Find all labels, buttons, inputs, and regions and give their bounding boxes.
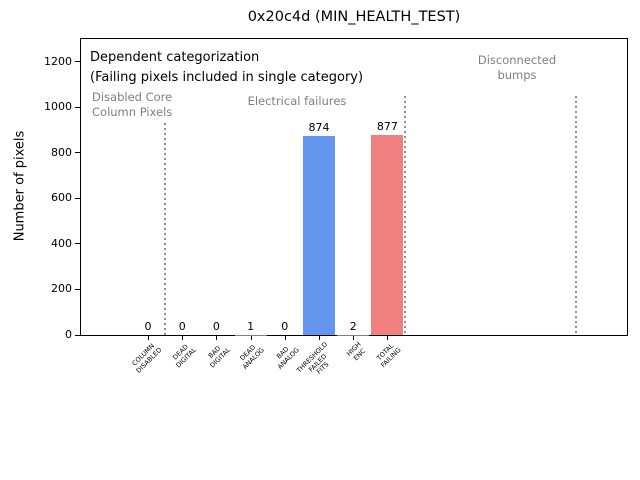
y-tick-label: 1000 bbox=[44, 100, 72, 114]
bar-value-label-dead-digital: 0 bbox=[178, 320, 186, 333]
x-tick-mark bbox=[319, 336, 320, 340]
bar-value-label-column-disabled: 0 bbox=[144, 320, 152, 333]
region-separator-line bbox=[164, 123, 167, 335]
region-separator-line bbox=[403, 96, 406, 335]
x-tick-mark bbox=[182, 336, 184, 340]
annotation-region-disconnected-bumps: Disconnected bumps bbox=[477, 53, 557, 82]
bar-value-label-total-failing: 877 bbox=[376, 120, 398, 134]
y-tick-label: 600 bbox=[51, 191, 72, 205]
x-tick-mark bbox=[216, 336, 218, 340]
y-tick-mark bbox=[75, 334, 80, 336]
region-separator-line bbox=[574, 96, 577, 335]
annotation-failing-pixels-note: (Failing pixels included in single categ… bbox=[90, 70, 364, 85]
y-tick-label: 800 bbox=[51, 145, 72, 159]
y-tick-mark bbox=[75, 197, 80, 199]
x-tick-label-high-enc: HIGH ENC bbox=[345, 340, 368, 362]
annotation-region-disabled-core-column-pixels: Disabled Core Column Pixels bbox=[92, 90, 173, 119]
y-tick-label: 400 bbox=[51, 236, 72, 250]
bar-value-label-bad-analog: 0 bbox=[281, 320, 289, 333]
y-tick-label: 0 bbox=[65, 328, 72, 341]
y-tick-label: 200 bbox=[51, 282, 72, 296]
annotation-dependent-categorization: Dependent categorization bbox=[90, 50, 260, 65]
x-tick-label-dead-analog: DEAD ANALOG bbox=[238, 343, 266, 371]
x-tick-mark bbox=[284, 336, 286, 340]
annotation-region-electrical-failures: Electrical failures bbox=[247, 94, 347, 108]
bar-value-label-threshold-failed-fits: 874 bbox=[308, 121, 330, 135]
x-tick-mark bbox=[353, 336, 355, 340]
x-tick-label-bad-digital: BAD DIGITAL bbox=[206, 344, 232, 370]
x-tick-mark bbox=[250, 336, 252, 340]
bar-total-failing bbox=[371, 135, 404, 335]
x-tick-label-threshold-failed-fits: THRESHOLD FAILED FITS bbox=[294, 340, 331, 376]
x-tick-mark bbox=[148, 336, 149, 340]
x-tick-label-dead-digital: DEAD DIGITAL bbox=[170, 342, 198, 370]
y-tick-label: 1200 bbox=[44, 54, 72, 68]
x-tick-label-column-disabled: COLUMN DISABLED bbox=[130, 341, 164, 375]
bar-value-label-dead-analog: 1 bbox=[247, 319, 255, 333]
y-tick-mark bbox=[75, 288, 80, 290]
bar-value-label-high-enc: 2 bbox=[349, 319, 357, 333]
y-tick-mark bbox=[75, 106, 80, 108]
x-tick-mark bbox=[387, 336, 389, 340]
y-tick-mark bbox=[75, 152, 80, 154]
plot-area-border bbox=[80, 38, 628, 336]
bar-threshold-failed-fits bbox=[303, 136, 335, 335]
y-tick-mark bbox=[75, 61, 80, 63]
x-tick-label-total-failing: TOTAL FAILING bbox=[375, 341, 403, 369]
y-tick-mark bbox=[75, 243, 80, 245]
chart-title: 0x20c4d (MIN_HEALTH_TEST) bbox=[247, 9, 461, 25]
bar-value-label-bad-digital: 0 bbox=[212, 320, 220, 333]
